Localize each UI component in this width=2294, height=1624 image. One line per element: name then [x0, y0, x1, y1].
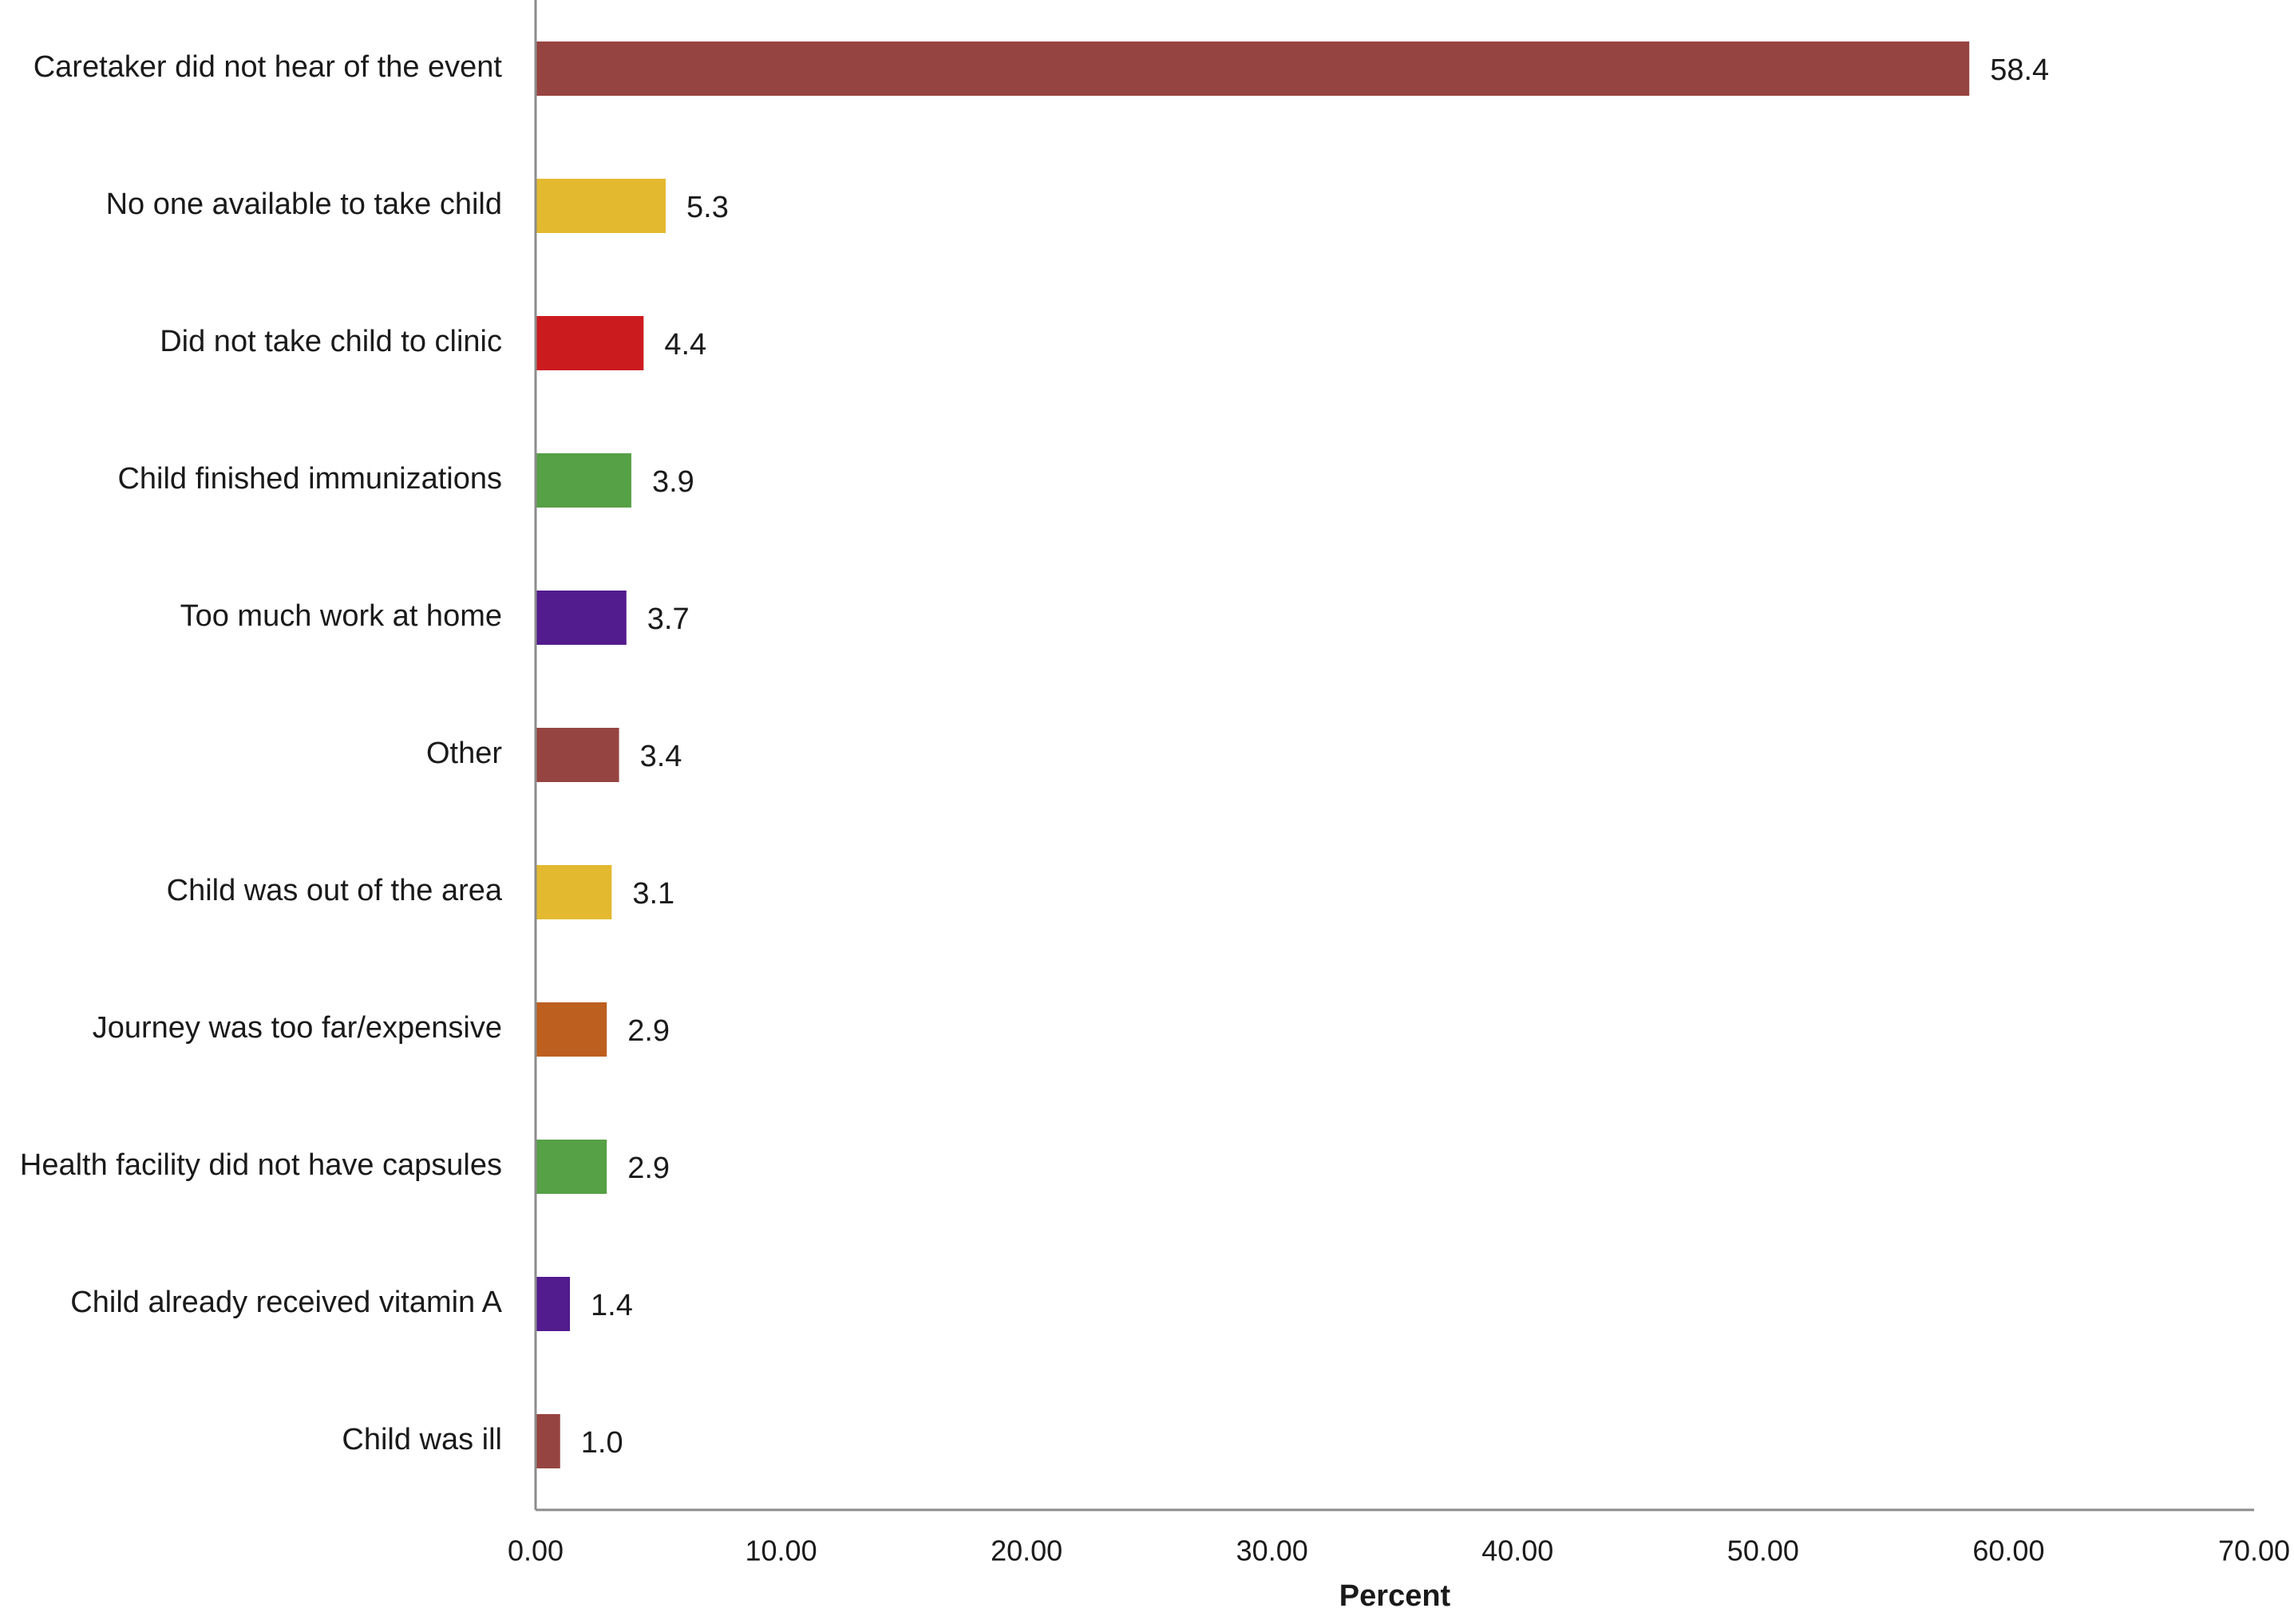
value-label: 5.3 [686, 191, 729, 224]
category-label: Did not take child to clinic [160, 325, 502, 358]
value-label: 58.4 [1990, 53, 2049, 87]
x-tick-label: 40.00 [1481, 1535, 1553, 1567]
bar [536, 1002, 607, 1057]
category-labels-group: Caretaker did not hear of the event No on… [20, 50, 503, 1456]
x-tick-label: 70.00 [2218, 1535, 2290, 1567]
category-label: Child was ill [342, 1423, 502, 1456]
value-label: 3.1 [632, 877, 674, 911]
bar [536, 865, 612, 919]
bar [536, 728, 619, 782]
x-tick-label: 30.00 [1236, 1535, 1308, 1567]
value-label: 3.4 [640, 740, 682, 773]
value-label: 4.4 [664, 328, 706, 362]
bar [536, 1277, 571, 1331]
value-label: 1.4 [591, 1289, 633, 1322]
category-label: Journey was too far/expensive [93, 1011, 502, 1045]
bar [536, 1414, 560, 1468]
category-label: No one available to take child [106, 188, 502, 221]
category-label: Caretaker did not hear of the event [34, 50, 503, 84]
bar [536, 179, 666, 233]
value-label: 3.7 [647, 603, 690, 636]
bar [536, 316, 644, 370]
category-label: Too much work at home [180, 599, 502, 633]
bar [536, 41, 1970, 96]
category-label: Child finished immunizations [117, 462, 502, 496]
value-label: 2.9 [627, 1014, 670, 1048]
x-tick-label: 60.00 [1972, 1535, 2044, 1567]
bar [536, 1140, 607, 1194]
x-tick-label: 20.00 [991, 1535, 1062, 1567]
category-label: Health facility did not have capsules [20, 1148, 502, 1182]
x-tick-label: 0.00 [508, 1535, 564, 1567]
bar [536, 591, 627, 645]
category-label: Child already received vitamin A [70, 1286, 502, 1319]
value-labels-group: 58.4 5.3 4.4 3.9 3.7 3.4 3.1 2.9 2.9 1.4 1.0 [581, 53, 2049, 1460]
x-axis-title: Percent [1339, 1579, 1451, 1613]
category-label: Child was out of the area [167, 874, 503, 907]
category-label: Other [426, 737, 502, 770]
x-tick-label: 50.00 [1727, 1535, 1799, 1567]
value-label: 2.9 [627, 1152, 670, 1185]
x-tick-label: 10.00 [746, 1535, 817, 1567]
bar [536, 453, 631, 508]
bars-group [536, 41, 1970, 1468]
value-label: 1.0 [581, 1426, 623, 1460]
x-tick-labels-group: 0.00 10.00 20.00 30.00 40.00 50.00 60.00 70.00 [508, 1535, 2290, 1567]
value-label: 3.9 [652, 465, 694, 499]
